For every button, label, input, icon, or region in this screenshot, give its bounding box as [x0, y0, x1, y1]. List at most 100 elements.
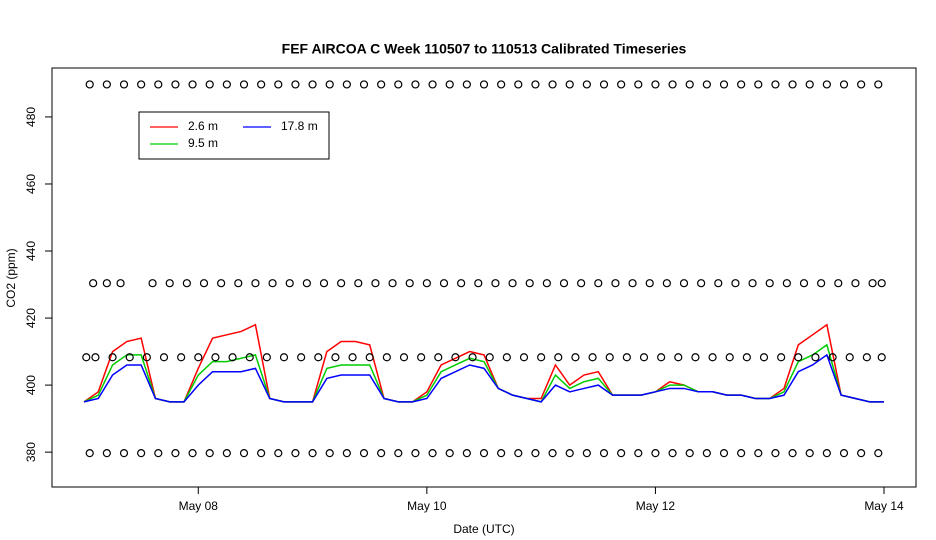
x-tick-label: May 14 [864, 499, 904, 513]
calibration-point [382, 353, 391, 362]
calibration-point [239, 449, 249, 458]
calibration-point [85, 449, 94, 458]
calibration-point [154, 80, 163, 89]
calibration-point [805, 449, 814, 458]
series-line [83, 353, 884, 403]
calibration-point [274, 449, 283, 458]
legend: 2.6 m 9.5 m 17.8 m [138, 111, 330, 160]
calibration-point [617, 449, 626, 458]
calibration-point [594, 279, 603, 288]
calibration-point [845, 353, 854, 362]
calibration-point [417, 353, 426, 362]
calibration-point [497, 80, 506, 89]
calibration-point [622, 353, 631, 362]
calibration-point [765, 279, 774, 288]
calibration-point [462, 449, 471, 458]
calibration-point [731, 279, 740, 288]
calibration-point [719, 80, 729, 89]
calibration-point [91, 353, 100, 362]
calibration-point [428, 449, 437, 458]
calibration-point [228, 353, 237, 362]
y-axis-label: CO2 (ppm) [4, 248, 18, 307]
calibration-point [177, 353, 186, 362]
series-line [83, 323, 884, 403]
calibration-point [159, 353, 169, 362]
calibration-point [868, 279, 877, 288]
calibration-point [239, 80, 249, 89]
calibration-point [685, 80, 694, 89]
calibration-point [811, 353, 820, 362]
legend-label: 2.6 m [188, 119, 218, 133]
calibration-point [565, 80, 574, 89]
calibration-point [234, 279, 243, 288]
calibration-point [788, 449, 797, 458]
calibration-point [422, 279, 431, 288]
calibration-point [571, 353, 580, 362]
calibration-point [679, 279, 689, 288]
calibration-point [862, 353, 871, 362]
x-axis-label: Date (UTC) [453, 522, 514, 536]
calibration-point [788, 80, 797, 89]
calibration-point [599, 449, 609, 458]
calibration-point [165, 279, 174, 288]
y-tick-label: 400 [24, 375, 38, 395]
calibration-point [817, 279, 826, 288]
calibration-point [445, 80, 454, 89]
calibration-point [222, 80, 231, 89]
plot-box [51, 67, 917, 488]
calibration-point [485, 353, 494, 362]
calibration-point [337, 279, 346, 288]
calibration-point [525, 279, 534, 288]
calibration-point [411, 449, 420, 458]
calibration-point [297, 353, 306, 362]
calibration-point [85, 80, 94, 89]
calibration-point [874, 80, 883, 89]
calibration-point [222, 449, 231, 458]
calibration-point [405, 279, 414, 288]
calibration-point [874, 449, 883, 458]
calibration-point [617, 80, 626, 89]
calibration-point [651, 449, 660, 458]
calibration-point [314, 353, 323, 362]
calibration-point [394, 80, 403, 89]
calibration-point [108, 353, 117, 362]
calibration-point [354, 279, 363, 288]
calibration-point [285, 279, 294, 288]
calibration-point [302, 279, 311, 288]
calibration-point [742, 353, 751, 362]
calibration-point [548, 449, 557, 458]
calibration-point [251, 279, 260, 288]
calibration-point [582, 80, 591, 89]
chart-title: FEF AIRCOA C Week 110507 to 110513 Calib… [282, 41, 687, 57]
calibration-point [194, 353, 203, 362]
calibration-point [685, 449, 694, 458]
calibration-point [565, 449, 574, 458]
calibration-point [857, 80, 866, 89]
calibration-point [651, 80, 660, 89]
calibration-point [851, 279, 860, 288]
calibration-point [725, 353, 734, 362]
calibration-point [839, 80, 849, 89]
calibration-point [148, 279, 157, 288]
y-tick-label: 480 [24, 107, 38, 127]
calibration-point [877, 279, 886, 288]
y-tick-label: 420 [24, 308, 38, 328]
y-tick-label: 440 [24, 241, 38, 261]
calibration-point [777, 353, 786, 362]
calibration-point [457, 279, 466, 288]
calibration-point [325, 449, 334, 458]
calibration-point [877, 353, 886, 362]
calibration-point [497, 449, 506, 458]
calibration-point [359, 80, 369, 89]
x-tick-label: May 12 [636, 499, 676, 513]
calibration-point [137, 449, 146, 458]
calibration-point [411, 80, 420, 89]
calibration-point [342, 80, 351, 89]
calibration-point [502, 353, 511, 362]
calibration-point [468, 353, 477, 362]
calibration-point [308, 449, 317, 458]
calibration-point [662, 279, 671, 288]
calibration-point [491, 279, 500, 288]
calibration-point [531, 449, 540, 458]
calibration-point [434, 353, 443, 362]
